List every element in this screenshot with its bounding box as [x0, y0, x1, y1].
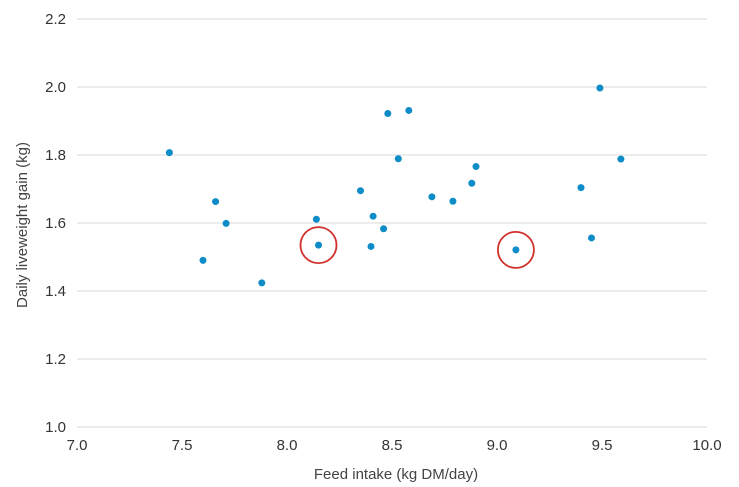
y-tick-label: 2.0	[45, 79, 66, 96]
data-point	[428, 193, 436, 201]
highlight-circles	[299, 226, 535, 269]
data-point	[512, 246, 520, 254]
data-point	[369, 212, 377, 220]
data-point	[380, 225, 388, 233]
data-point	[596, 84, 604, 92]
data-point	[258, 279, 266, 287]
data-points	[165, 84, 625, 287]
data-point	[577, 184, 585, 192]
x-tick-label: 8.0	[277, 437, 298, 454]
y-axis-title: Daily liveweight gain (kg)	[14, 142, 31, 308]
y-tick-label: 1.0	[45, 419, 66, 436]
y-tick-label: 2.2	[45, 11, 66, 28]
y-tick-label: 1.4	[45, 283, 66, 300]
x-tick-label: 8.5	[382, 437, 403, 454]
y-axis-tick-labels: 1.0 1.2 1.4 1.6 1.8 2.0 2.2	[45, 11, 66, 436]
data-point	[472, 163, 480, 171]
data-point	[384, 110, 392, 118]
data-point	[199, 256, 207, 264]
data-point	[357, 187, 364, 195]
data-point	[468, 179, 476, 187]
x-axis-title: Feed intake (kg DM/day)	[314, 466, 478, 483]
x-tick-label: 9.0	[487, 437, 508, 454]
y-tick-label: 1.6	[45, 215, 66, 232]
data-point	[449, 197, 457, 205]
gridlines	[77, 18, 707, 428]
data-point	[165, 149, 173, 157]
x-tick-label: 7.0	[67, 437, 88, 454]
x-tick-label: 9.5	[592, 437, 613, 454]
data-point	[394, 155, 402, 163]
x-axis-tick-labels: 7.0 7.5 8.0 8.5 9.0 9.5 10.0	[67, 437, 722, 454]
data-point	[367, 242, 375, 250]
x-tick-label: 10.0	[692, 437, 721, 454]
highlight-circle	[299, 226, 338, 265]
highlight-circle	[497, 230, 535, 269]
y-tick-label: 1.2	[45, 351, 66, 368]
data-point	[588, 234, 595, 242]
data-point	[315, 241, 322, 249]
data-point	[312, 215, 320, 223]
data-point	[405, 106, 413, 114]
data-point	[222, 219, 230, 227]
x-tick-label: 7.5	[172, 437, 193, 454]
data-point	[212, 198, 220, 206]
data-point	[617, 155, 625, 163]
y-tick-label: 1.8	[45, 147, 66, 164]
